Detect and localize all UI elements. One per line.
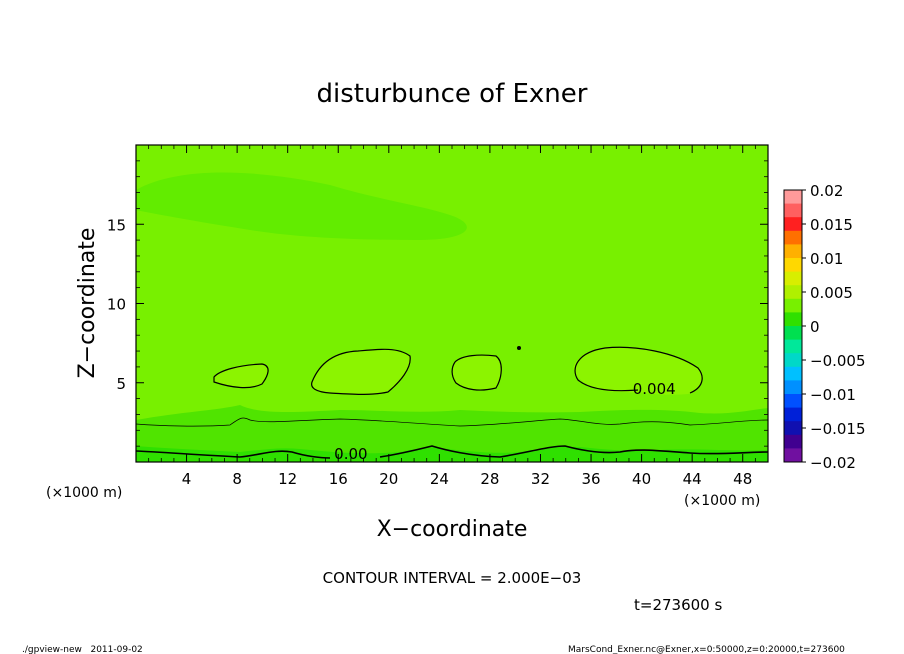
field-patch [311, 349, 411, 395]
x-unit-left: (×1000 m) [46, 485, 122, 501]
contour-line-0.004 [213, 363, 269, 389]
colorbar-segment [784, 298, 802, 313]
colorbar-tick-label: 0.005 [810, 284, 853, 302]
colorbar-segment [784, 190, 802, 205]
contour-line-0.004 [574, 346, 703, 394]
colorbar-segment [784, 230, 802, 245]
contour-line-0.002 [136, 417, 768, 427]
colorbar-segment [784, 448, 802, 463]
x-axis-label: X−coordinate [377, 517, 528, 542]
y-tick-label: 10 [107, 296, 126, 314]
colorbar-tick-label: −0.015 [810, 420, 866, 438]
footer-right: MarsCond_Exner.nc@Exner,x=0:50000,z=0:20… [568, 645, 845, 654]
colorbar-tick-label: 0 [810, 318, 820, 336]
x-axis: 4 8 12 16 20 24 28 32 36 40 44 48 [148, 145, 756, 488]
x-tick-label: 48 [733, 470, 752, 488]
colorbar-segment [784, 312, 802, 327]
field-patch [573, 346, 702, 395]
colorbar-segment [784, 339, 802, 354]
colorbar-segment [784, 217, 802, 232]
colorbar-tick-label: 0.02 [810, 182, 843, 200]
colorbar-segment [784, 285, 802, 300]
colorbar: 0.02 0.015 0.01 0.005 0 −0.005 −0.01 −0.015 −0.0… [783, 182, 866, 472]
field-patch [452, 355, 502, 391]
contour-interval: CONTOUR INTERVAL = 2.000E−03 [323, 569, 582, 587]
colorbar-segment [784, 366, 802, 381]
colorbar-tick-label: −0.01 [810, 386, 856, 404]
x-tick-label: 24 [430, 470, 449, 488]
x-tick-label: 32 [531, 470, 550, 488]
colorbar-segment [784, 258, 802, 273]
x-tick-label: 12 [278, 470, 297, 488]
y-tick-label: 5 [116, 375, 126, 393]
x-unit-right: (×1000 m) [684, 493, 760, 509]
plot-area [136, 145, 768, 462]
x-tick-label: 16 [329, 470, 348, 488]
contour-label: 0.00 [334, 445, 367, 463]
colorbar-segment [784, 421, 802, 436]
y-axis: 5 10 15 [107, 160, 768, 447]
time-stamp: t=273600 s [634, 596, 722, 614]
colorbar-segment [784, 271, 802, 286]
y-axis-label: Z−coordinate [75, 228, 100, 379]
colorbar-segment [784, 244, 802, 259]
colorbar-tick-label: −0.02 [810, 454, 856, 472]
field-lower-band-2 [136, 446, 768, 462]
colorbar-segment [784, 353, 802, 368]
x-tick-label: 40 [632, 470, 651, 488]
y-tick-label: 15 [107, 216, 126, 234]
field-upper-band [136, 172, 467, 240]
contour-label: 0.004 [633, 380, 676, 398]
x-tick-label: 4 [182, 470, 192, 488]
colorbar-segment [784, 394, 802, 409]
contour-line-0.004 [311, 348, 411, 395]
x-tick-label: 8 [232, 470, 242, 488]
colorbar-segment [784, 407, 802, 422]
colorbar-segment [784, 380, 802, 395]
colorbar-tick-label: 0.01 [810, 250, 843, 268]
x-tick-label: 20 [379, 470, 398, 488]
field-dot [517, 346, 521, 350]
footer-left: ./gpview-new 2011-09-02 [22, 645, 143, 654]
colorbar-segment [784, 434, 802, 449]
colorbar-segment [784, 326, 802, 341]
x-tick-label: 44 [683, 470, 702, 488]
contour-line-0.004 [451, 354, 502, 391]
contour-line-0.00 [136, 445, 768, 459]
field-lower-band-1 [136, 405, 768, 462]
x-tick-label: 36 [581, 470, 600, 488]
colorbar-tick-label: 0.015 [810, 216, 853, 234]
colorbar-tick-label: −0.005 [810, 352, 866, 370]
chart-title: disturbunce of Exner [317, 79, 588, 109]
x-tick-label: 28 [480, 470, 499, 488]
colorbar-segment [784, 203, 802, 218]
